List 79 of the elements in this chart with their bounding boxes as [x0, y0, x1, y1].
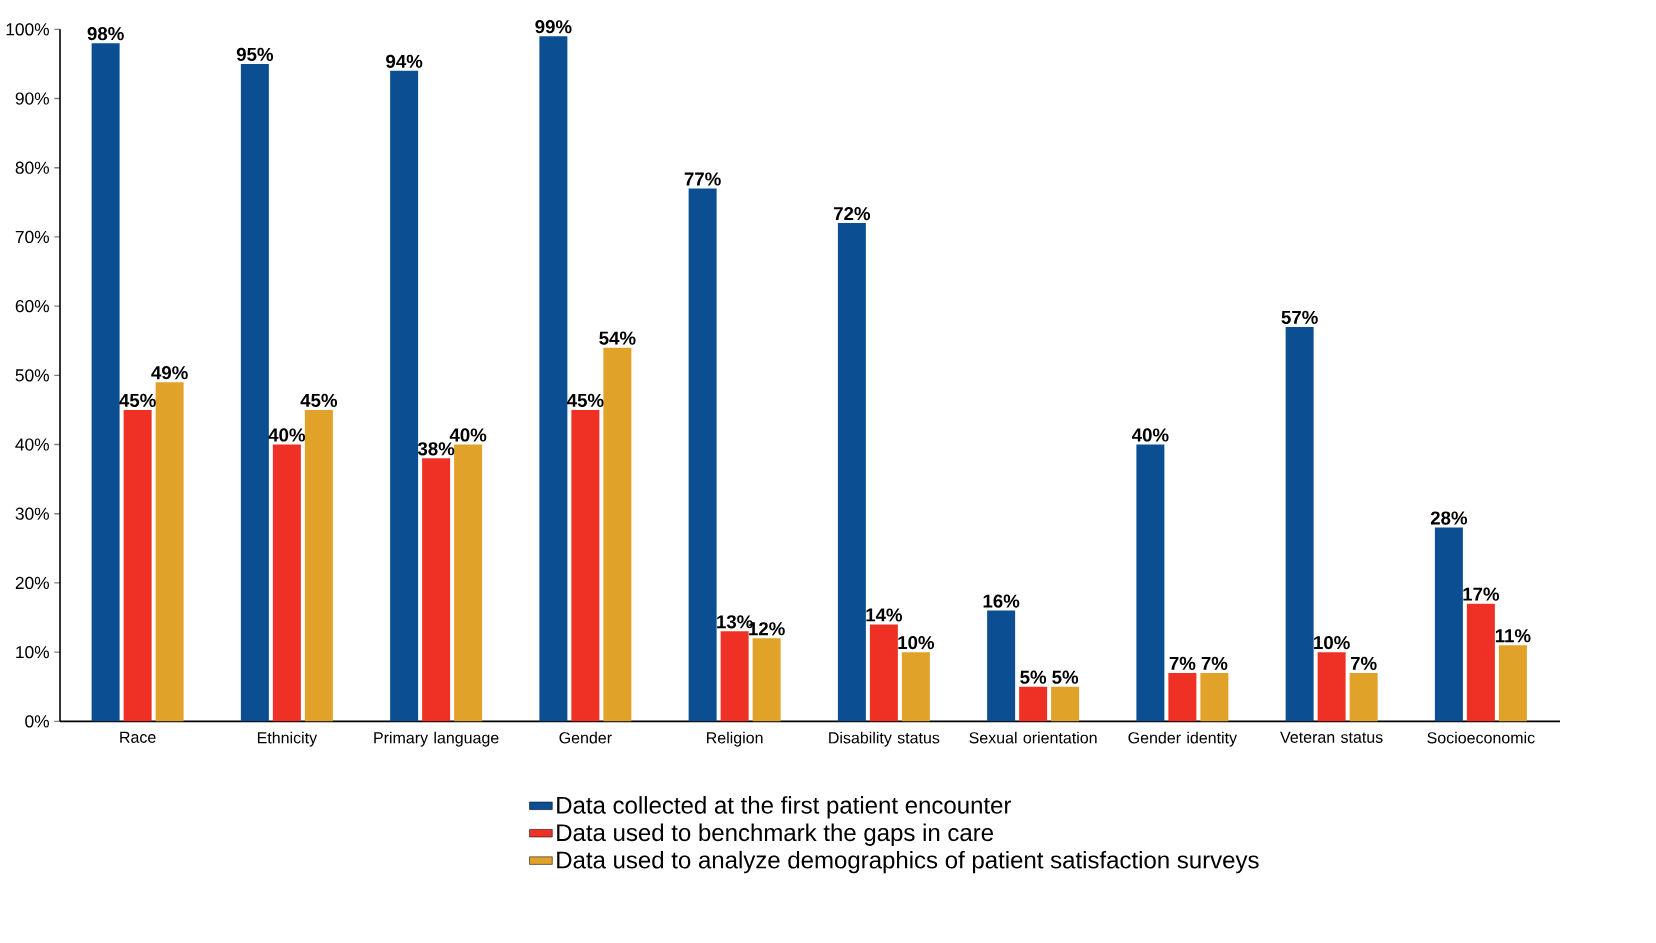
data-label: 5% [1052, 670, 1079, 684]
data-label: 40% [449, 428, 487, 442]
x-tick-label: Socioeconomic [1427, 731, 1535, 744]
data-label: 16% [983, 594, 1020, 608]
x-tick-label: Primary language [374, 731, 499, 747]
data-label: 11% [1495, 629, 1531, 643]
legend-label: Data used to benchmark the gaps in care [557, 823, 993, 847]
y-tick-label: 90% [15, 92, 49, 105]
data-label: 98% [87, 27, 124, 41]
data-label: 7% [1201, 656, 1228, 671]
x-tick-label: Sexual orientation [969, 731, 1097, 744]
bar [1349, 673, 1378, 722]
data-label: 72% [833, 207, 871, 221]
bar [752, 638, 781, 722]
bar [1466, 603, 1495, 722]
bar [987, 610, 1016, 722]
data-label: 7% [1350, 656, 1377, 671]
bar [1498, 645, 1527, 722]
data-label: 5% [1020, 670, 1047, 684]
y-tick-label: 70% [15, 230, 49, 244]
data-label: 54% [599, 331, 636, 345]
y-tick-label: 80% [15, 161, 49, 175]
bar [1136, 444, 1165, 722]
y-tick-label: 40% [15, 438, 49, 451]
bar [1317, 652, 1346, 722]
data-label: 49% [151, 366, 188, 380]
data-label: 45% [566, 394, 604, 408]
y-tick-label: 10% [16, 646, 49, 659]
bar [720, 631, 749, 722]
data-label: 10% [898, 636, 935, 650]
x-tick-label: Ethnicity [257, 731, 318, 747]
bar [1019, 686, 1048, 722]
data-label: 99% [535, 20, 572, 34]
bar [869, 624, 898, 722]
y-tick-label: 100% [6, 23, 49, 36]
y-tick-label: 0% [25, 715, 49, 728]
x-tick-label: Gender identity [1128, 731, 1238, 747]
bar [571, 410, 600, 722]
data-label: 7% [1169, 656, 1196, 671]
y-tick-label: 30% [15, 507, 49, 521]
bar [1434, 527, 1463, 722]
x-tick-label: Religion [707, 731, 763, 747]
y-tick-label: 50% [15, 369, 49, 382]
bar [1200, 673, 1229, 722]
bar [1285, 327, 1314, 722]
bar [603, 347, 632, 722]
bar [1168, 673, 1197, 722]
data-label: 45% [300, 394, 338, 408]
bar [901, 652, 930, 722]
data-label: 14% [866, 608, 903, 622]
x-tick-label: Disability status [829, 731, 940, 747]
y-tick-label: 60% [15, 300, 49, 313]
bar [390, 71, 419, 722]
data-label: 10% [1314, 636, 1350, 650]
bar [688, 188, 717, 722]
bar [837, 223, 866, 722]
bar [240, 64, 269, 722]
data-label: 94% [386, 54, 423, 69]
bar [1051, 686, 1080, 722]
bar [91, 43, 120, 722]
data-label: 40% [1131, 428, 1169, 442]
data-label: 28% [1430, 511, 1468, 525]
bar [123, 410, 152, 722]
legend-label: Data used to analyze demographics of patient satisfaction surveys [557, 851, 1259, 874]
bar [422, 458, 451, 722]
data-label: 77% [684, 172, 721, 186]
x-tick-label: Veteran status [1280, 731, 1383, 744]
bar [304, 410, 333, 722]
legend-label: Data collected at the first patient encounter [557, 796, 1012, 819]
data-label: 95% [236, 47, 274, 62]
bar [272, 444, 301, 722]
x-tick-label: Gender [559, 731, 612, 744]
bar [155, 382, 184, 722]
data-label: 17% [1463, 587, 1500, 601]
bar [539, 36, 568, 722]
x-tick-label: Race [120, 731, 156, 744]
y-tick-label: 20% [15, 576, 49, 590]
bar [454, 444, 483, 722]
data-label: 57% [1281, 310, 1318, 325]
